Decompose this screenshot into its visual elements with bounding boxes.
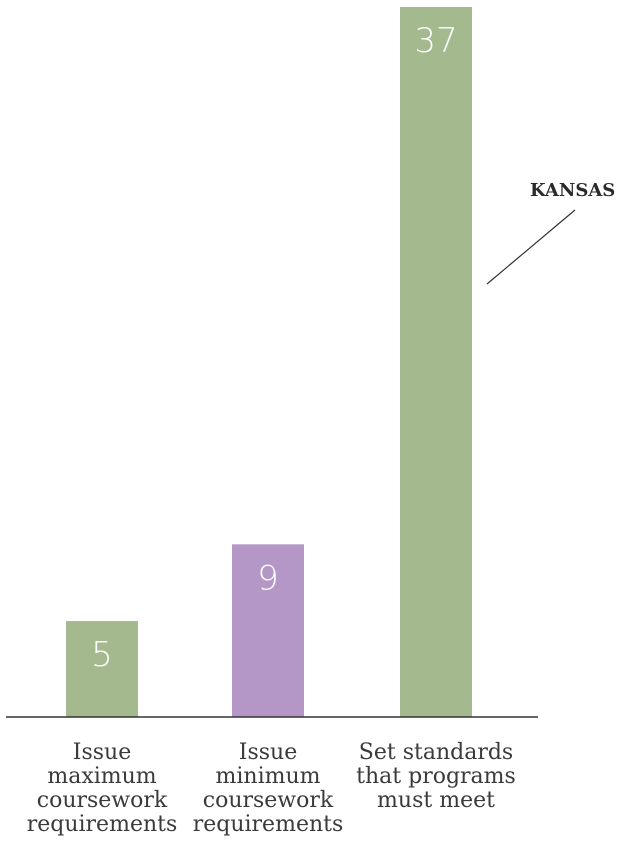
- category-label-3-line-3: must meet: [377, 788, 495, 813]
- category-label-1-line-2: maximum: [47, 764, 156, 789]
- annotation-leader-line: [486, 209, 576, 285]
- data-labels-group: 5 9 37: [91, 21, 457, 675]
- bar-2: [232, 544, 304, 717]
- category-label-2-line-3: coursework: [203, 788, 334, 813]
- category-label-1-line-3: coursework: [37, 788, 168, 813]
- category-labels-group: IssuemaximumcourseworkrequirementsIssuem…: [27, 740, 516, 837]
- annotation-kansas-label: KANSAS: [530, 180, 615, 201]
- category-label-1-line-4: requirements: [27, 812, 178, 837]
- category-label-2-line-4: requirements: [193, 812, 344, 837]
- category-label-3-line-2: that programs: [356, 764, 516, 789]
- category-label-2-line-1: Issue: [239, 740, 297, 765]
- category-label-3-line-1: Set standards: [359, 740, 513, 765]
- category-label-2-line-2: minimum: [216, 764, 321, 789]
- bar-1: [66, 621, 138, 717]
- bar-value-label-1: 5: [91, 635, 113, 675]
- category-label-1-line-1: Issue: [73, 740, 131, 765]
- bar-3: [400, 7, 472, 717]
- annotation-group: KANSAS: [486, 180, 615, 285]
- bar-value-label-3: 37: [414, 21, 457, 61]
- bars-group: [66, 7, 472, 717]
- bar-value-label-2: 9: [257, 558, 279, 598]
